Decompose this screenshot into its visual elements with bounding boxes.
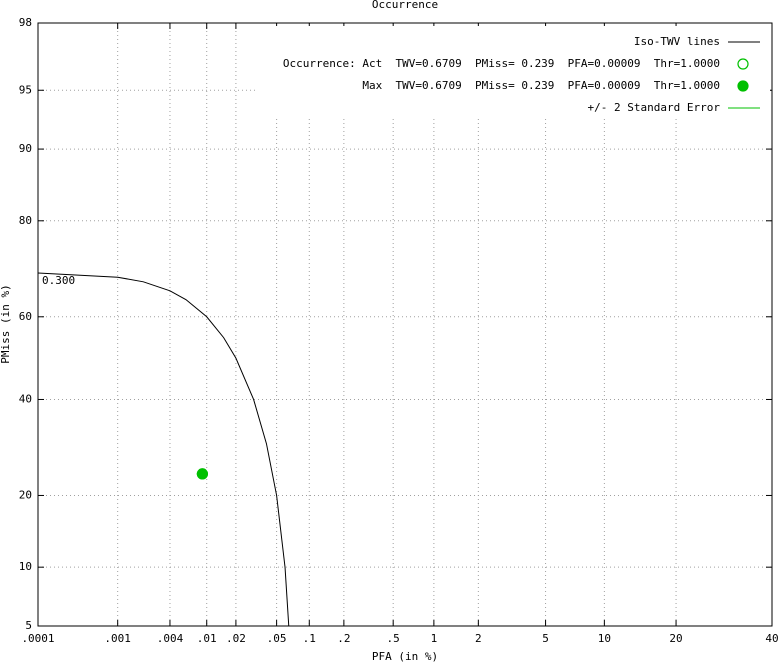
y-tick-label: 5 bbox=[25, 619, 32, 632]
y-tick-label: 40 bbox=[19, 392, 32, 405]
x-axis-label: PFA (in %) bbox=[372, 650, 438, 663]
legend-label: Occurrence: Act TWV=0.6709 PMiss= 0.239 … bbox=[283, 57, 720, 70]
x-tick-label: 40 bbox=[765, 632, 778, 645]
plot-border bbox=[37, 22, 773, 627]
y-tick-label: 60 bbox=[19, 310, 32, 323]
legend-marker bbox=[737, 58, 749, 70]
y-tick-label: 10 bbox=[19, 560, 32, 573]
line bbox=[37, 272, 290, 627]
x-tick-label: .01 bbox=[197, 632, 217, 645]
x-tick-label: .0001 bbox=[21, 632, 54, 645]
legend-label: +/- 2 Standard Error bbox=[588, 101, 721, 114]
legend-marker bbox=[737, 80, 749, 92]
x-tick-label: 5 bbox=[542, 632, 549, 645]
x-tick-label: .004 bbox=[157, 632, 184, 645]
y-tick-label: 98 bbox=[19, 16, 32, 29]
y-tick-label: 80 bbox=[19, 214, 32, 227]
x-tick-label: .02 bbox=[226, 632, 246, 645]
x-tick-label: .001 bbox=[104, 632, 131, 645]
legend-label: Max TWV=0.6709 PMiss= 0.239 PFA=0.00009 … bbox=[362, 79, 720, 92]
x-tick-label: 1 bbox=[431, 632, 438, 645]
y-axis-label: PMiss (in %) bbox=[0, 284, 12, 363]
y-tick-label: 20 bbox=[19, 488, 32, 501]
x-tick-label: .5 bbox=[387, 632, 400, 645]
legend-background bbox=[255, 26, 770, 116]
y-tick-label: 90 bbox=[19, 142, 32, 155]
x-tick-label: .1 bbox=[303, 632, 316, 645]
x-tick-label: 20 bbox=[669, 632, 682, 645]
legend-label: Iso-TWV lines bbox=[634, 35, 720, 48]
x-tick-label: .2 bbox=[337, 632, 350, 645]
x-tick-label: 10 bbox=[598, 632, 611, 645]
point bbox=[196, 468, 208, 480]
x-tick-label: .05 bbox=[267, 632, 287, 645]
y-tick-label: 95 bbox=[19, 83, 32, 96]
chart-title: Occurrence bbox=[372, 0, 438, 11]
x-tick-label: 2 bbox=[475, 632, 482, 645]
curve-label: 0.300 bbox=[42, 274, 75, 287]
